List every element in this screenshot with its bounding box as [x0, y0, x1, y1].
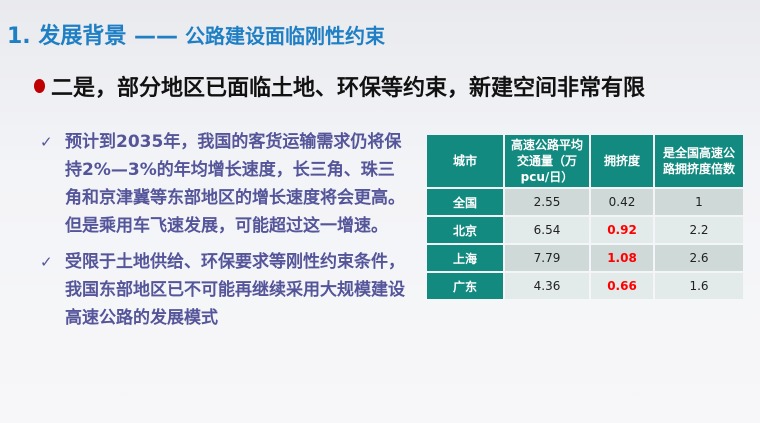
cell-multiple: 2.6 [655, 245, 743, 271]
cell-congestion: 0.92 [591, 217, 653, 243]
bullet-item: ✓ 受限于土地供给、环保要求等刚性约束条件，我国东部地区已不可能再继续采用大规模建… [40, 248, 420, 332]
cell-congestion: 0.66 [591, 273, 653, 299]
cell-city: 广东 [427, 273, 503, 299]
cell-volume: 7.79 [505, 245, 589, 271]
cell-multiple: 2.2 [655, 217, 743, 243]
congestion-table: 城市 高速公路平均交通量（万pcu/日） 拥挤度 是全国高速公路拥挤度倍数 全国… [425, 133, 745, 301]
cell-volume: 2.55 [505, 189, 589, 215]
cell-multiple: 1 [655, 189, 743, 215]
header-multiple: 是全国高速公路拥挤度倍数 [655, 135, 743, 187]
bullet-text: 预计到2035年，我国的客货运输需求仍将保持2%—3%的年均增长速度，长三角、珠… [65, 132, 405, 236]
slide-title: 1. 发展背景 —— 公路建设面临刚性约束 [7, 18, 385, 50]
title-sub: 公路建设面临刚性约束 [177, 24, 385, 48]
table-header-row: 城市 高速公路平均交通量（万pcu/日） 拥挤度 是全国高速公路拥挤度倍数 [427, 135, 743, 187]
bullet-list: ✓ 预计到2035年，我国的客货运输需求仍将保持2%—3%的年均增长速度，长三角、… [40, 128, 420, 340]
headline-text: 二是，部分地区已面临土地、环保等约束，新建空间非常有限 [51, 76, 646, 101]
bullet-dot-icon [34, 79, 45, 93]
table-row: 广东 4.36 0.66 1.6 [427, 273, 743, 299]
check-icon: ✓ [40, 133, 53, 151]
table-row: 全国 2.55 0.42 1 [427, 189, 743, 215]
cell-multiple: 1.6 [655, 273, 743, 299]
cell-volume: 4.36 [505, 273, 589, 299]
check-icon: ✓ [40, 253, 53, 271]
bullet-item: ✓ 预计到2035年，我国的客货运输需求仍将保持2%—3%的年均增长速度，长三角、… [40, 128, 420, 240]
cell-city: 上海 [427, 245, 503, 271]
header-congestion: 拥挤度 [591, 135, 653, 187]
cell-congestion: 0.42 [591, 189, 653, 215]
table-row: 上海 7.79 1.08 2.6 [427, 245, 743, 271]
cell-volume: 6.54 [505, 217, 589, 243]
header-city: 城市 [427, 135, 503, 187]
table-row: 北京 6.54 0.92 2.2 [427, 217, 743, 243]
headline: 二是，部分地区已面临土地、环保等约束，新建空间非常有限 [34, 70, 645, 102]
title-main: 1. 发展背景 —— [7, 24, 178, 49]
cell-city: 全国 [427, 189, 503, 215]
header-volume: 高速公路平均交通量（万pcu/日） [505, 135, 589, 187]
cell-city: 北京 [427, 217, 503, 243]
cell-congestion: 1.08 [591, 245, 653, 271]
bullet-text: 受限于土地供给、环保要求等刚性约束条件，我国东部地区已不可能再继续采用大规模建设… [65, 252, 405, 328]
